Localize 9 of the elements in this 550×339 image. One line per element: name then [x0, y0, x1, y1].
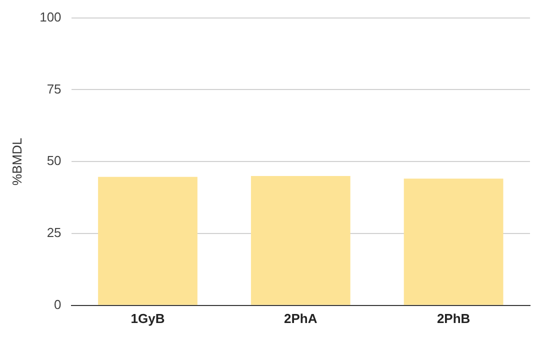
y-tick-label: 75	[46, 81, 62, 96]
y-axis-title: %BMDL	[9, 138, 24, 186]
x-tick-label: 2PhB	[436, 310, 470, 326]
x-tick-label: 1GyB	[130, 310, 165, 326]
y-tick-label: 0	[54, 296, 62, 312]
y-tick-label: 100	[40, 9, 62, 24]
y-tick-label: 50	[46, 153, 62, 168]
y-tick-label: 25	[46, 225, 62, 240]
x-tick-label: 2PhA	[284, 310, 318, 326]
